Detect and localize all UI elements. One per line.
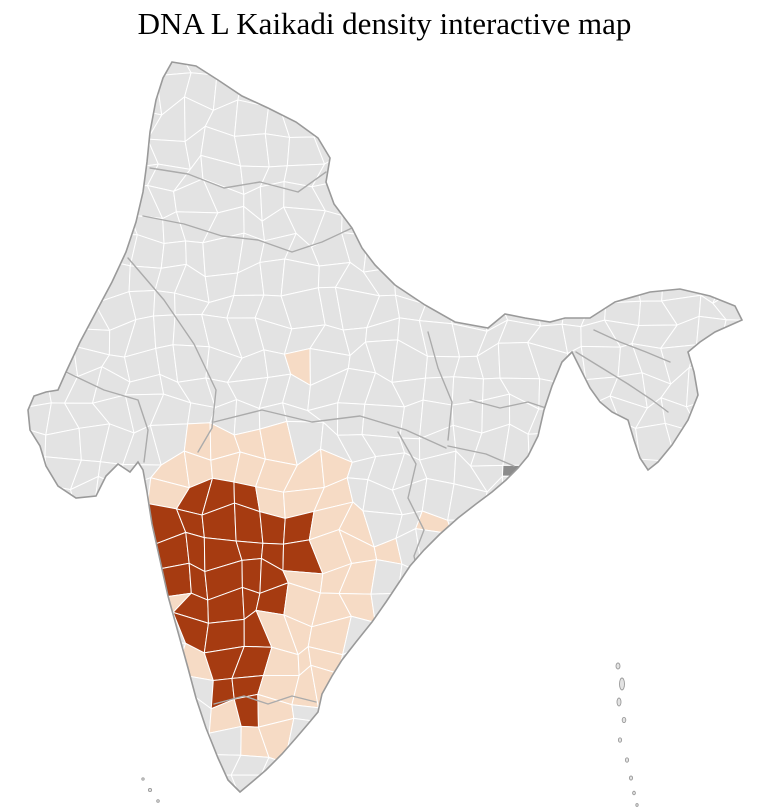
state-border <box>127 257 217 453</box>
district-cell[interactable] <box>501 475 531 514</box>
district-cell[interactable] <box>94 475 126 512</box>
state-border <box>447 445 515 467</box>
island[interactable] <box>147 787 153 793</box>
district-cell[interactable] <box>527 431 567 466</box>
india-outline <box>27 61 744 794</box>
district-cell[interactable] <box>580 345 621 381</box>
district-cell[interactable] <box>712 259 741 304</box>
island[interactable] <box>617 737 623 743</box>
district-cell[interactable] <box>700 259 731 304</box>
island[interactable] <box>615 662 621 670</box>
district-cell[interactable] <box>153 314 176 349</box>
district-cell[interactable] <box>317 706 344 730</box>
district-cell[interactable] <box>259 258 286 297</box>
district-cell[interactable] <box>160 240 187 269</box>
island[interactable] <box>628 775 634 781</box>
district-cell[interactable] <box>418 290 453 325</box>
district-cell[interactable] <box>43 345 79 378</box>
district-cell[interactable] <box>281 107 325 138</box>
island[interactable] <box>156 799 160 803</box>
island[interactable] <box>624 757 630 763</box>
state-border <box>65 371 149 463</box>
page-title: DNA L Kaikadi density interactive map <box>137 6 632 41</box>
district-cell[interactable] <box>230 774 262 811</box>
island[interactable] <box>635 803 639 807</box>
state-border <box>149 167 327 193</box>
island[interactable] <box>619 677 625 691</box>
district-cell[interactable] <box>363 234 399 273</box>
district-cell[interactable] <box>155 562 192 599</box>
district-cell[interactable] <box>685 366 725 408</box>
state-border <box>213 409 447 449</box>
state-border <box>142 215 353 253</box>
state-border <box>427 331 453 441</box>
district-cell[interactable] <box>337 180 379 216</box>
state-border <box>575 351 669 413</box>
district-cell[interactable] <box>260 756 300 787</box>
district-cell[interactable] <box>664 422 703 463</box>
island[interactable] <box>632 790 636 796</box>
state-border <box>213 695 317 705</box>
district-cell[interactable] <box>370 559 403 595</box>
island[interactable] <box>621 716 627 724</box>
district-cell[interactable] <box>721 319 751 355</box>
district-cell[interactable] <box>14 366 52 409</box>
district-cell[interactable] <box>313 101 354 138</box>
district-cell[interactable] <box>264 133 291 168</box>
island[interactable] <box>141 777 145 781</box>
state-border <box>469 399 553 411</box>
district-cell[interactable] <box>233 133 270 168</box>
district-cell[interactable] <box>94 206 138 236</box>
state-border <box>593 329 671 363</box>
island[interactable] <box>616 697 622 707</box>
district-cell[interactable] <box>150 639 187 678</box>
district-cell[interactable] <box>397 563 428 598</box>
district-layer <box>14 62 751 811</box>
